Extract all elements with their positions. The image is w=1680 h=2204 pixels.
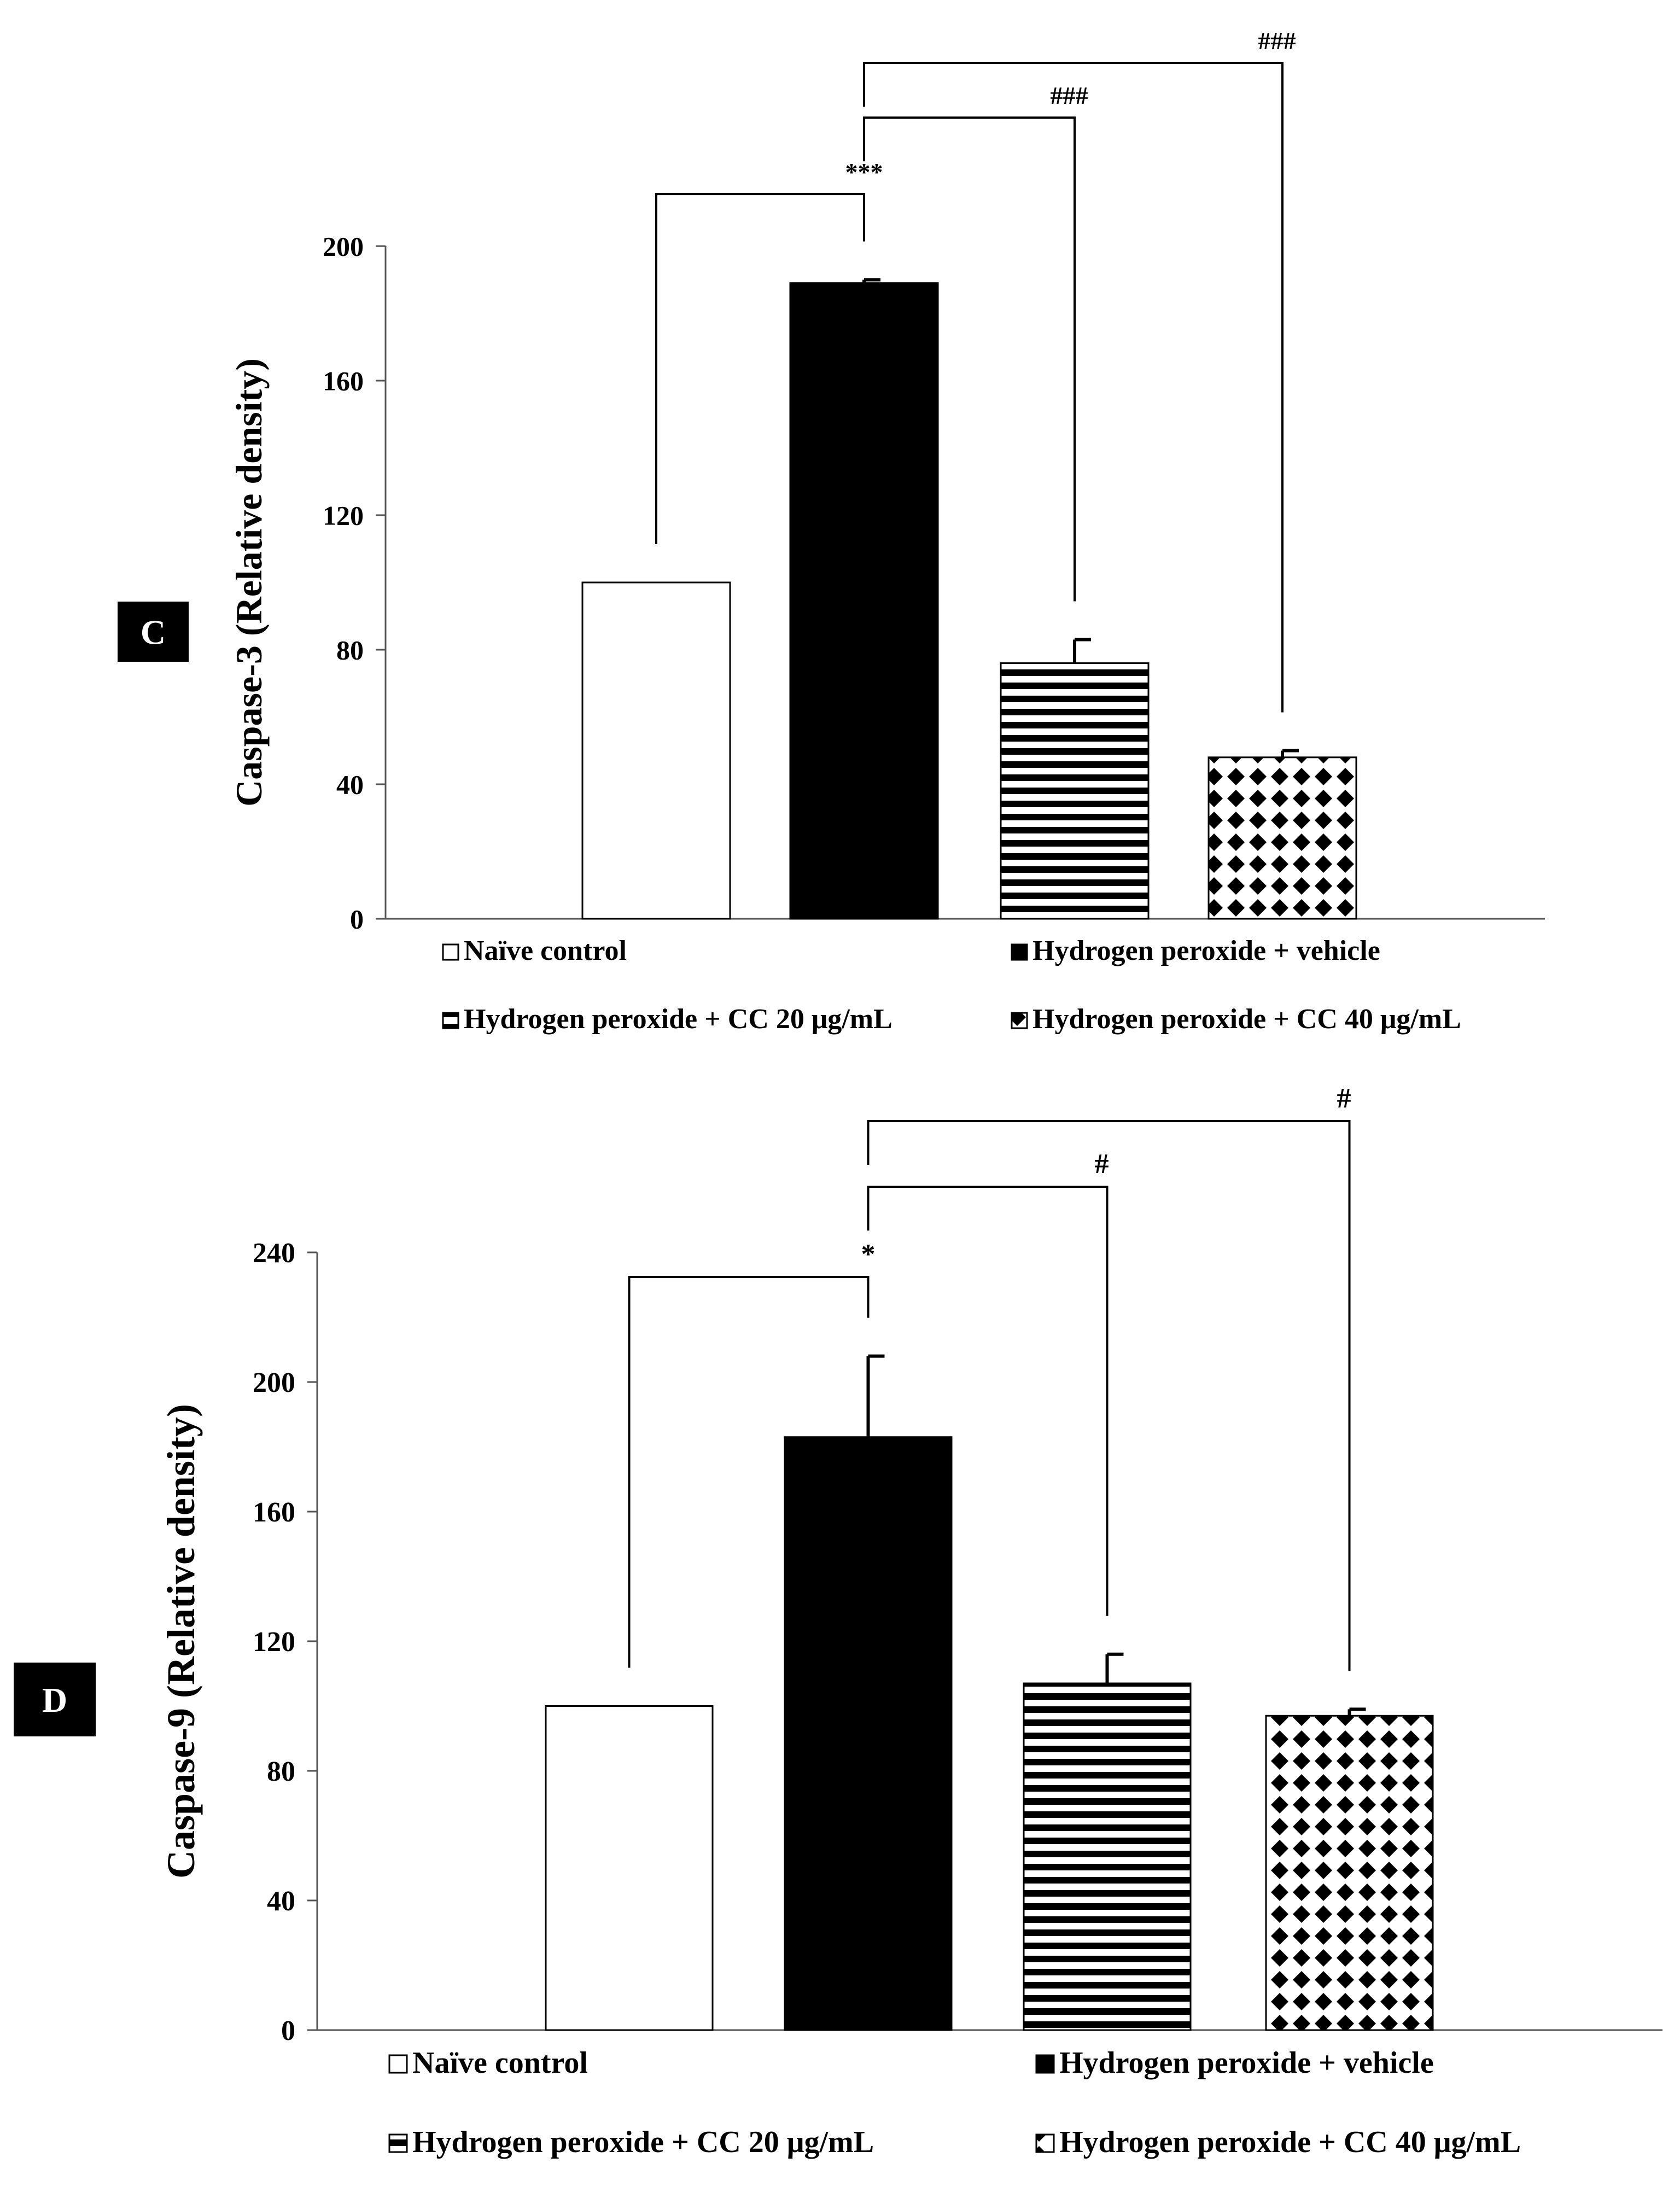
y-tick-label: 160 (323, 366, 364, 397)
significance-bracket-1 (628, 1276, 870, 1668)
bar-3 (1000, 662, 1150, 920)
significance-label-3: ### (1258, 27, 1296, 55)
legend-swatch-1 (442, 943, 459, 961)
legend-label-4: Hydrogen peroxide + CC 40 μg/mL (1059, 2125, 1521, 2159)
bar-4 (1208, 756, 1357, 920)
significance-label-1: * (861, 1239, 876, 1270)
bar-2 (789, 282, 939, 920)
y-tick-label: 120 (253, 1626, 295, 1658)
y-tick-label: 40 (267, 1886, 295, 1917)
legend-label-1: Naïve control (412, 2046, 588, 2080)
panel-label: D (42, 1681, 67, 1719)
legend-swatch-4 (1011, 1012, 1028, 1029)
y-tick-label: 200 (253, 1367, 295, 1398)
significance-bracket-1 (655, 193, 865, 544)
y-tick-label: 120 (323, 500, 364, 531)
significance-label-2: ### (1051, 81, 1088, 109)
significance-bracket-2 (863, 116, 1076, 602)
significance-bracket-3 (863, 62, 1284, 713)
legend-item-2: Hydrogen peroxide + vehicle (1011, 935, 1380, 966)
chart-panel-d: D Caspase-9 (Relative density) 0 40 80 120 160… (14, 1083, 1662, 2159)
y-tick-label: 0 (281, 2015, 295, 2046)
legend-label-3: Hydrogen peroxide + CC 20 μg/mL (412, 2125, 874, 2159)
panel-label-box (118, 602, 189, 662)
y-axis-label: Caspase-3 (Relative density) (228, 358, 270, 807)
legend-item-3: Hydrogen peroxide + CC 20 μg/mL (388, 2125, 874, 2159)
y-tick-label: 160 (253, 1497, 295, 1528)
bar-1 (545, 1705, 714, 2031)
y-tick-label: 0 (350, 904, 364, 935)
significance-bracket-3 (867, 1120, 1351, 1671)
legend-label-4: Hydrogen peroxide + CC 40 μg/mL (1032, 1004, 1461, 1035)
bar-3 (1023, 1682, 1192, 2031)
y-tick-label: 200 (323, 231, 364, 262)
significance-label-1: *** (845, 158, 883, 186)
panel-label-box (14, 1663, 96, 1736)
legend-swatch-1 (388, 2054, 408, 2074)
legend-item-2: Hydrogen peroxide + vehicle (1035, 2046, 1434, 2080)
legend-swatch-2 (1011, 943, 1028, 961)
legend-label-2: Hydrogen peroxide + vehicle (1032, 935, 1380, 966)
legend-item-4: Hydrogen peroxide + CC 40 μg/mL (1035, 2125, 1521, 2159)
legend-swatch-3 (388, 2133, 408, 2153)
bar-1 (581, 581, 731, 920)
significance-label-2: # (1095, 1148, 1109, 1180)
significance-bracket-2 (867, 1186, 1109, 1616)
legend-swatch-2 (1035, 2054, 1055, 2074)
legend-swatch-4 (1035, 2133, 1055, 2153)
legend-swatch-3 (442, 1012, 459, 1029)
panel-label: C (141, 613, 166, 651)
chart-panel-c: C Caspase-3 (Relative density) 0 40 80 120 160… (118, 27, 1545, 1035)
legend-item-1: Naïve control (388, 2046, 588, 2080)
y-tick-label: 40 (336, 769, 364, 800)
bar-4 (1265, 1715, 1434, 2031)
legend-label-1: Naïve control (464, 935, 627, 966)
legend-item-4: Hydrogen peroxide + CC 40 μg/mL (1011, 1004, 1461, 1035)
legend-item-1: Naïve control (442, 935, 627, 966)
y-tick-label: 80 (267, 1756, 295, 1787)
y-axis-label: Caspase-9 (Relative density) (159, 1404, 203, 1879)
legend-label-2: Hydrogen peroxide + vehicle (1059, 2046, 1434, 2080)
legend-label-3: Hydrogen peroxide + CC 20 μg/mL (464, 1004, 892, 1035)
bar-2 (784, 1436, 953, 2031)
y-tick-label: 240 (253, 1238, 295, 1269)
significance-label-3: # (1337, 1083, 1351, 1114)
y-tick-label: 80 (336, 635, 364, 666)
legend-item-3: Hydrogen peroxide + CC 20 μg/mL (442, 1004, 892, 1035)
